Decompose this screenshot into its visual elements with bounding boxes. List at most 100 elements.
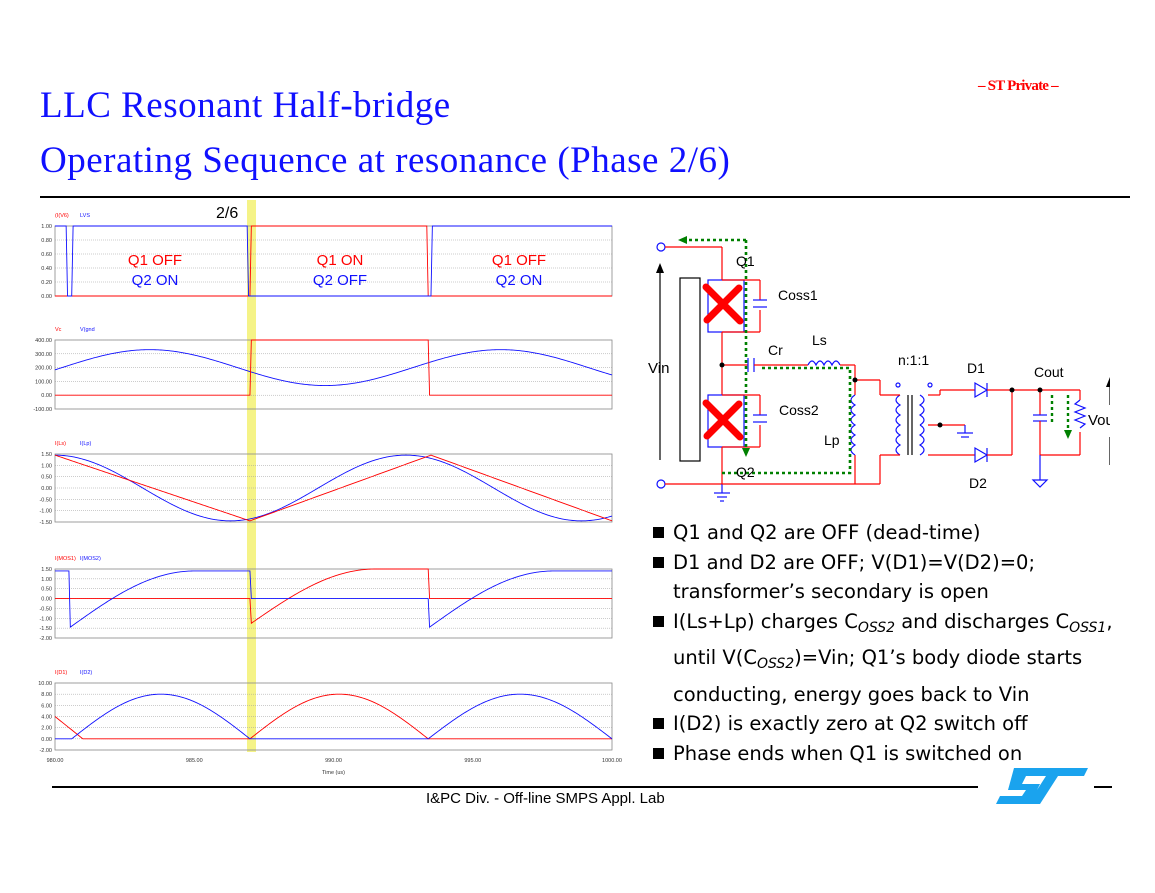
- q2-off-mark: [702, 399, 744, 441]
- legend-entry: (I(V6): [55, 213, 69, 219]
- explanation-list: Q1 and Q2 are OFF (dead-time) D1 and D2 …: [653, 518, 1153, 768]
- q1-gate-trace: [55, 225, 612, 297]
- q1-state-label: Q1 OFF: [128, 252, 182, 269]
- q2-state-label: Q2 OFF: [313, 272, 367, 289]
- confidentiality-label: – ST Private –: [978, 78, 1059, 94]
- id2-trace: [55, 693, 613, 740]
- vhb-trace: [55, 339, 612, 396]
- title-divider: [40, 196, 1130, 198]
- y-tick-label: -100.00: [33, 407, 52, 413]
- y-tick-label: 2.00: [41, 726, 52, 732]
- id1-trace: [54, 693, 612, 740]
- x-tick-label: 995.00: [464, 758, 481, 764]
- q2-state-label: Q2 ON: [132, 272, 179, 289]
- y-tick-label: 0.20: [41, 280, 52, 286]
- y-tick-label: -1.00: [39, 509, 52, 515]
- legend-entry: I(D2): [80, 670, 92, 676]
- y-tick-label: 0.60: [41, 252, 52, 258]
- d2-label: D2: [969, 475, 987, 491]
- legend-entry: I(Lp): [80, 441, 91, 447]
- slide-title-line-1: LLC Resonant Half-bridge: [40, 85, 451, 126]
- y-tick-label: 10.00: [38, 681, 52, 687]
- slide-title-line-2: Operating Sequence at resonance (Phase 2…: [40, 140, 731, 181]
- bullet-item: I(D2) is exactly zero at Q2 switch off: [653, 709, 1153, 739]
- x-axis-label: Time (us): [322, 770, 345, 776]
- q2-gate-trace: [55, 225, 612, 297]
- footer-text: I&PC Div. - Off-line SMPS Appl. Lab: [426, 790, 665, 807]
- bullet-text: )=Vin; Q1’s body diode starts conducting…: [673, 646, 1083, 706]
- y-tick-label: -0.50: [39, 497, 52, 503]
- ils-trace: [54, 454, 613, 522]
- bullet-text: I(Ls+Lp) charges C: [673, 609, 858, 633]
- y-tick-label: -0.50: [39, 606, 52, 612]
- st-logo: [996, 768, 1088, 804]
- y-tick-label: -1.50: [39, 520, 52, 526]
- legend-entry: I(D1): [55, 670, 67, 676]
- subscript: OSS2: [857, 619, 896, 636]
- legend-entry: I(Ls): [55, 441, 66, 447]
- footer-divider: [52, 786, 978, 788]
- imos2-trace: [55, 570, 612, 629]
- y-tick-label: 1.00: [41, 577, 52, 583]
- y-tick-label: 0.50: [41, 587, 52, 593]
- y-tick-label: 300.00: [35, 352, 52, 358]
- vin-source: [679, 277, 701, 462]
- y-tick-label: 0.50: [41, 475, 52, 481]
- plot-frame: [54, 568, 613, 639]
- y-tick-label: -1.50: [39, 626, 52, 632]
- legend-entry: Vc: [55, 327, 62, 333]
- y-tick-label: 0.00: [41, 486, 52, 492]
- llc-circuit-schematic: Vin Q1 Q2 Coss1 Coss2 Cr Ls Lp n:1:1 D1 …: [648, 236, 1110, 502]
- x-tick-label: 990.00: [325, 758, 342, 764]
- bullet-item: I(Ls+Lp) charges COSS2 and discharges CO…: [653, 607, 1153, 710]
- ilp-trace: [54, 454, 613, 522]
- phase-highlight: [247, 200, 256, 752]
- legend-entry: I(MOS2): [80, 556, 101, 562]
- y-tick-label: -1.00: [39, 616, 52, 622]
- y-tick-label: 8.00: [41, 692, 52, 698]
- x-tick-label: 1000.00: [602, 758, 622, 764]
- vin-label: Vin: [648, 360, 669, 377]
- cr-label: Cr: [768, 342, 783, 358]
- y-tick-label: 200.00: [35, 366, 52, 372]
- y-tick-label: 1.00: [41, 224, 52, 230]
- y-tick-label: 1.00: [41, 463, 52, 469]
- y-tick-label: -2.00: [39, 748, 52, 754]
- y-tick-label: 400.00: [35, 338, 52, 344]
- y-tick-label: 6.00: [41, 703, 52, 709]
- bullet-text: , until V(C: [673, 609, 1113, 670]
- vc-trace: [54, 349, 613, 386]
- imos1-trace: [55, 568, 612, 625]
- lp-label: Lp: [824, 432, 840, 448]
- legend-entry: V(gnd: [80, 327, 95, 333]
- q2-label: Q2: [736, 464, 755, 480]
- legend-entry: LVS: [80, 213, 90, 219]
- bullet-item: Phase ends when Q1 is switched on: [653, 739, 1153, 769]
- ls-label: Ls: [812, 332, 827, 348]
- y-tick-label: 0.40: [41, 266, 52, 272]
- y-tick-label: 0.00: [41, 393, 52, 399]
- d1-label: D1: [967, 360, 985, 376]
- phase-marker-label: 2/6: [216, 205, 238, 222]
- x-tick-label: 980.00: [47, 758, 64, 764]
- subscript: OSS2: [756, 656, 795, 672]
- bullet-item: D1 and D2 are OFF; V(D1)=V(D2)=0; transf…: [653, 548, 1153, 607]
- y-tick-label: 1.50: [41, 452, 52, 458]
- current-path: [722, 240, 852, 475]
- y-tick-label: 100.00: [35, 379, 52, 385]
- bullet-text: and discharges C: [895, 609, 1070, 633]
- vout-label: Vout: [1088, 412, 1110, 429]
- bullet-item: Q1 and Q2 are OFF (dead-time): [653, 518, 1153, 548]
- q2-state-label: Q2 ON: [496, 272, 543, 289]
- y-tick-label: 1.50: [41, 567, 52, 573]
- cout-label: Cout: [1034, 364, 1064, 380]
- q1-state-label: Q1 OFF: [492, 252, 546, 269]
- x-tick-label: 985.00: [186, 758, 203, 764]
- q1-label: Q1: [736, 253, 755, 269]
- subscript: OSS1: [1069, 619, 1107, 636]
- y-tick-label: 0.80: [41, 238, 52, 244]
- y-tick-label: 4.00: [41, 715, 52, 721]
- coss1-label: Coss1: [778, 287, 818, 303]
- turns-ratio-label: n:1:1: [898, 352, 929, 368]
- q1-state-label: Q1 ON: [317, 252, 364, 269]
